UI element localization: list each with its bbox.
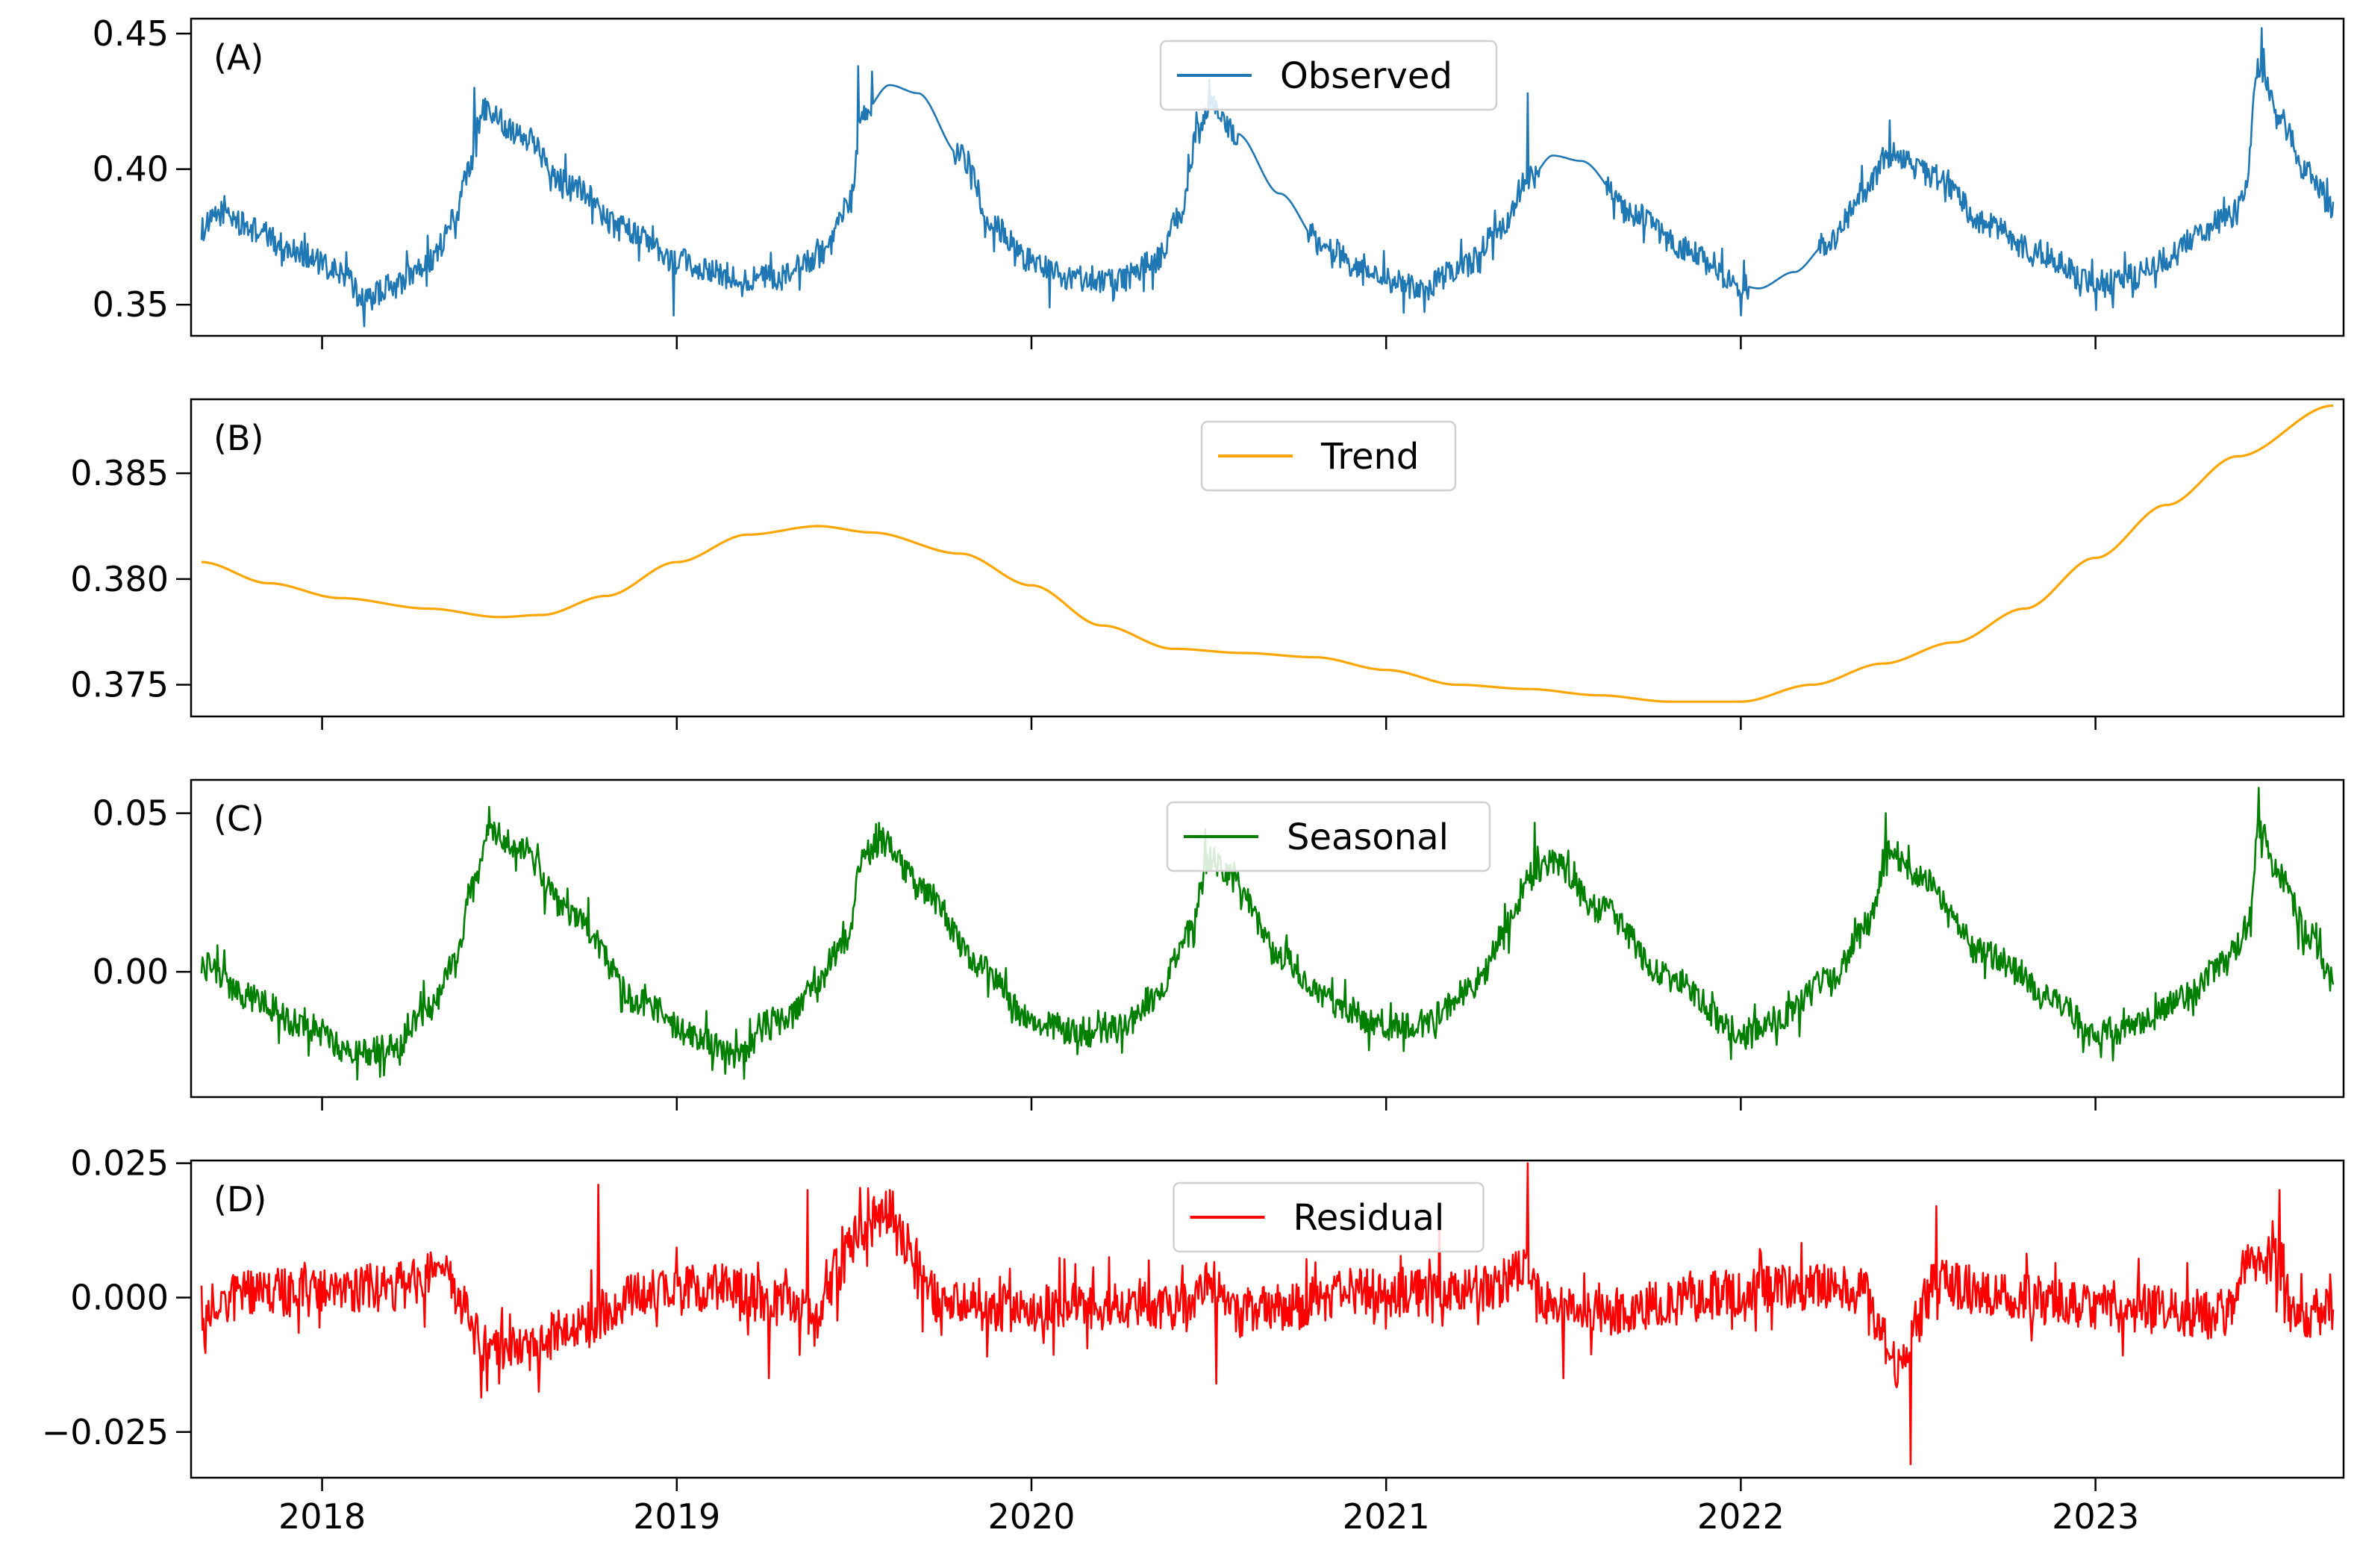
x-tick-label: 2022 [1697, 1496, 1785, 1537]
panel-residual: −0.025 0.000 0.025 2018 2019 2020 2021 2022 2023… [42, 1143, 2345, 1537]
x-tick-label: 2020 [987, 1496, 1075, 1537]
legend-box [1173, 1181, 1485, 1253]
y-tick-label: 0.385 [70, 453, 169, 493]
panel-label: (A) [213, 37, 263, 78]
x-tick-label: 2023 [2052, 1496, 2139, 1537]
y-tick-label: 0.35 [93, 284, 169, 325]
legend-box [1159, 40, 1498, 111]
panel-observed: 0.35 0.40 0.45 (A) Observed [93, 13, 2345, 349]
y-tick-label: −0.025 [42, 1412, 169, 1452]
panel-seasonal: 0.00 0.05 (C) Seasonal [93, 778, 2345, 1111]
y-tick-label: 0.000 [70, 1278, 169, 1318]
axes-frame [190, 778, 2345, 1099]
legend: Seasonal [1166, 801, 1491, 872]
trend-series-line [201, 404, 2334, 703]
legend-box [1166, 801, 1491, 872]
x-tick-label: 2019 [633, 1496, 720, 1537]
legend-label: Trend [1320, 436, 1419, 478]
x-tick-label: 2021 [1343, 1496, 1430, 1537]
panel-label: (C) [213, 799, 264, 839]
y-tick-label: 0.380 [70, 559, 169, 599]
axes-frame [190, 398, 2345, 718]
y-tick-label: 0.00 [93, 952, 169, 992]
panel-label: (B) [213, 418, 263, 458]
legend-label: Residual [1293, 1197, 1445, 1239]
x-tick-label: 2018 [278, 1496, 366, 1537]
seasonal-series-line [200, 787, 2335, 1081]
axes-frame [190, 1159, 2345, 1479]
legend: Residual [1173, 1181, 1485, 1253]
legend-label: Observed [1280, 55, 1452, 97]
axes-frame [190, 17, 2345, 337]
legend: Observed [1159, 40, 1498, 111]
panel-label: (D) [213, 1179, 266, 1219]
y-tick-label: 0.45 [93, 13, 169, 54]
panel-trend: 0.375 0.380 0.385 (B) Trend [70, 398, 2345, 730]
legend: Trend [1200, 420, 1457, 492]
y-tick-label: 0.025 [70, 1143, 169, 1184]
legend-box [1200, 420, 1457, 492]
legend-label: Seasonal [1287, 816, 1449, 858]
y-tick-label: 0.375 [70, 665, 169, 705]
observed-series-line [200, 27, 2335, 328]
y-tick-label: 0.40 [93, 149, 169, 190]
y-tick-label: 0.05 [93, 793, 169, 834]
residual-series-line [200, 1162, 2335, 1466]
